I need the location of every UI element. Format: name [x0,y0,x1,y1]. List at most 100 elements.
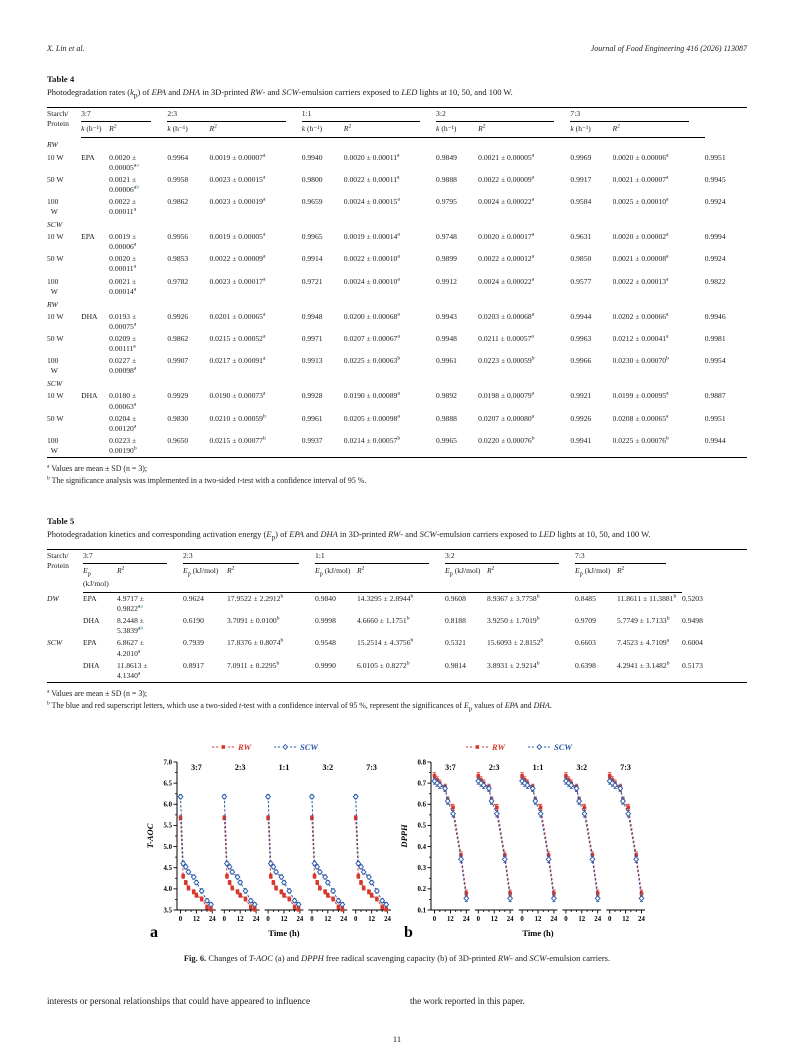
r2-value-cell: 0.5203 [682,593,703,603]
k-value-cell: 3.7091 ± 0.0100b [227,615,280,626]
running-header: X. Lin et al. Journal of Food Engineerin… [47,44,747,53]
svg-text:SCW: SCW [300,742,319,752]
k-value-cell: 4.9717 ±0.9822aa [117,594,144,614]
k-value-cell: 0.0020 ±0.00011a [109,254,137,274]
svg-text:4.0: 4.0 [164,886,173,893]
svg-text:3:2: 3:2 [322,763,333,772]
r2-value-cell: 0.8917 [183,660,204,670]
svg-text:3:7: 3:7 [191,763,202,772]
r2-value-cell: 0.9958 [167,174,189,184]
table-row: 10 W EPA 0.0019 ±0.00006a 0.9956 0.0019 ± 0.… [47,231,747,253]
r2-value-cell: 0.9944 [704,435,726,445]
k-value-cell: 0.0022 ± 0.00011a [343,174,400,184]
svg-text:12: 12 [193,916,200,923]
table-row: DHA 11.8613 ±4.1340a 0.8917 7.0911 ± 0.2295… [47,660,747,683]
k-value-cell: 0.0021 ±0.00006ab [109,174,140,194]
svg-text:0: 0 [223,916,227,923]
r2-column-header: R2 [612,123,705,139]
svg-text:7.0: 7.0 [164,759,173,766]
k-value-cell: 0.0201 ± 0.00065a [209,311,266,321]
k-value-cell: 0.0215 ± 0.00077b [209,435,266,445]
svg-text:12: 12 [281,916,288,923]
chart-svg: 0.1 0.2 0.3 0.4 0.5 0.6 0.7 0.8 DPPH 0 12 24 3:7 0 12 2… [399,742,646,941]
r2-value-cell: 0.9928 [301,391,323,401]
svg-text:6.0: 6.0 [164,802,173,809]
svg-text:6.5: 6.5 [164,781,173,788]
group-header: 3:2 [445,550,575,566]
k-value-cell: 0.0220 ± 0.00076b [478,435,535,445]
r2-value-cell: 0.9940 [301,152,323,162]
r2-value-cell: 0.9840 [315,594,336,604]
r2-value-cell: 0.9548 [315,638,336,648]
k-value-cell: 0.0198 ± 0.00079a [478,390,535,401]
r2-value-cell: 0.9929 [167,391,189,401]
group-header: 7:3 [575,550,682,566]
k-column-header: Ep (kJ/mol) [183,565,227,594]
svg-text:12: 12 [237,916,244,923]
group-header: 2:3 [183,550,315,566]
svg-text:SCW: SCW [554,742,573,752]
k-value-cell: 15.2514 ± 4.3756b [357,637,414,648]
k-column-header: k (h⁻¹) [436,123,479,139]
k-value-cell: 0.0200 ± 0.00068a [343,311,400,321]
r2-column-header: R2 [109,123,168,139]
r2-value-cell: 0.9498 [682,616,703,626]
svg-text:3:7: 3:7 [445,763,456,772]
r2-value-cell: 0.9577 [570,276,592,286]
r2-value-cell: 0.9941 [570,435,592,445]
svg-text:0.7: 0.7 [418,781,427,788]
figure-6: 3.5 4.0 4.5 5.0 5.5 6.0 6.5 7.0 T-AOC 0 12 24 3:7 0 12… [47,738,747,945]
row-label: 50 W [47,174,64,184]
r2-column-header: R2 [487,565,575,594]
chart-dpph: 0.1 0.2 0.3 0.4 0.5 0.6 0.7 0.8 DPPH 0 12 24 3:7 0 12 2… [399,738,649,945]
k-value-cell: 8.9367 ± 3.7758b [487,593,540,604]
r2-value-cell: 0.9850 [570,254,592,264]
r2-value-cell: 0.9888 [436,174,457,184]
row-label: 10 W [47,232,64,242]
row-label [47,660,83,683]
svg-text:0: 0 [433,916,437,923]
r2-column-header: R2 [343,123,437,139]
k-value-cell: 0.0022 ± 0.00009a [478,174,535,184]
k-value-cell: 0.0020 ± 0.00006a [612,151,669,162]
k-value-cell: 0.0022 ± 0.00009a [209,253,266,264]
svg-text:a: a [150,924,158,940]
r2-value-cell: 0.9709 [575,616,596,626]
k-value-cell: 0.0024 ± 0.00022a [478,276,535,286]
k-value-cell: 0.0223 ±0.00190b [109,435,137,455]
analyte-label: DHA [83,660,100,670]
r2-value-cell: 0.6398 [575,660,596,670]
group-header: 7:3 [570,108,704,124]
svg-text:5.0: 5.0 [164,844,173,851]
svg-text:0.5: 0.5 [418,823,427,830]
analyte-label [81,333,109,355]
k-value-cell: 0.0230 ± 0.00070b [612,355,669,366]
table4-footnote-a: a Values are mean ± SD (n = 3); [47,463,148,474]
k-value-cell: 6.8627 ±4.2010a [117,638,144,658]
group-header: 2:3 [167,108,301,124]
r2-column-header: R2 [117,565,183,594]
figure-caption: Fig. 6. Changes of T-AOC (a) and DPPH fr… [47,953,747,963]
r2-value-cell: 0.9956 [167,232,189,242]
analyte-label [81,253,109,275]
group-header: 1:1 [301,108,436,124]
svg-text:4.5: 4.5 [164,865,173,872]
k-column-header: Ep (kJ/mol) [575,565,617,594]
r2-value-cell: 0.9899 [436,254,457,264]
group-header: 3:2 [436,108,570,124]
svg-text:24: 24 [594,916,601,923]
r2-value-cell: 0.8485 [575,594,596,604]
table5: Starch/Protein 3:7 2:3 1:1 3:2 7:3 Ep (kJ/mol)… [47,549,747,683]
svg-text:1:1: 1:1 [279,763,290,772]
svg-text:0: 0 [310,916,314,923]
body-text-left: interests or personal relationships that… [47,996,311,1007]
k-value-cell: 8.2448 ±5.3839ab [117,616,144,636]
analyte-label [81,174,109,196]
r2-value-cell: 0.9990 [315,660,336,670]
svg-text:24: 24 [551,916,558,923]
group-header: 1:1 [315,550,445,566]
r2-value-cell: 0.9584 [570,196,592,206]
table-row: 10 W EPA 0.0020 ±0.00005aa 0.9964 0.0019 ± 0… [47,152,747,174]
svg-text:0: 0 [564,916,568,923]
svg-text:2:3: 2:3 [489,763,500,772]
